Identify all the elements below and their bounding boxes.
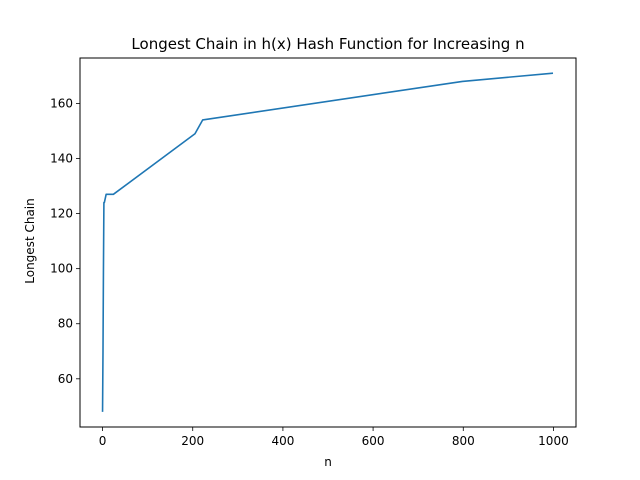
y-tick-label: 140 [50,152,73,166]
axes-frame [79,57,577,428]
y-tick-label: 160 [50,96,73,110]
y-tick-label: 60 [58,372,73,386]
x-tick-label: 800 [452,434,475,448]
series-line-0 [101,72,554,412]
x-axis: 0 200 400 600 800 1000 [99,427,569,448]
chart-title: Longest Chain in h(x) Hash Function for … [131,35,524,53]
x-tick-label: 400 [271,434,294,448]
y-tick-label: 120 [50,207,73,221]
y-tick-label: 80 [58,317,73,331]
x-tick-label: 0 [99,434,107,448]
plot-area [101,72,554,412]
y-axis-label: Longest Chain [23,198,37,283]
x-tick-label: 1000 [538,434,569,448]
x-axis-label: n [324,455,332,469]
x-tick-label: 600 [362,434,385,448]
y-axis: 60 80 100 120 140 160 [50,96,80,386]
y-tick-label: 100 [50,262,73,276]
x-tick-label: 200 [181,434,204,448]
